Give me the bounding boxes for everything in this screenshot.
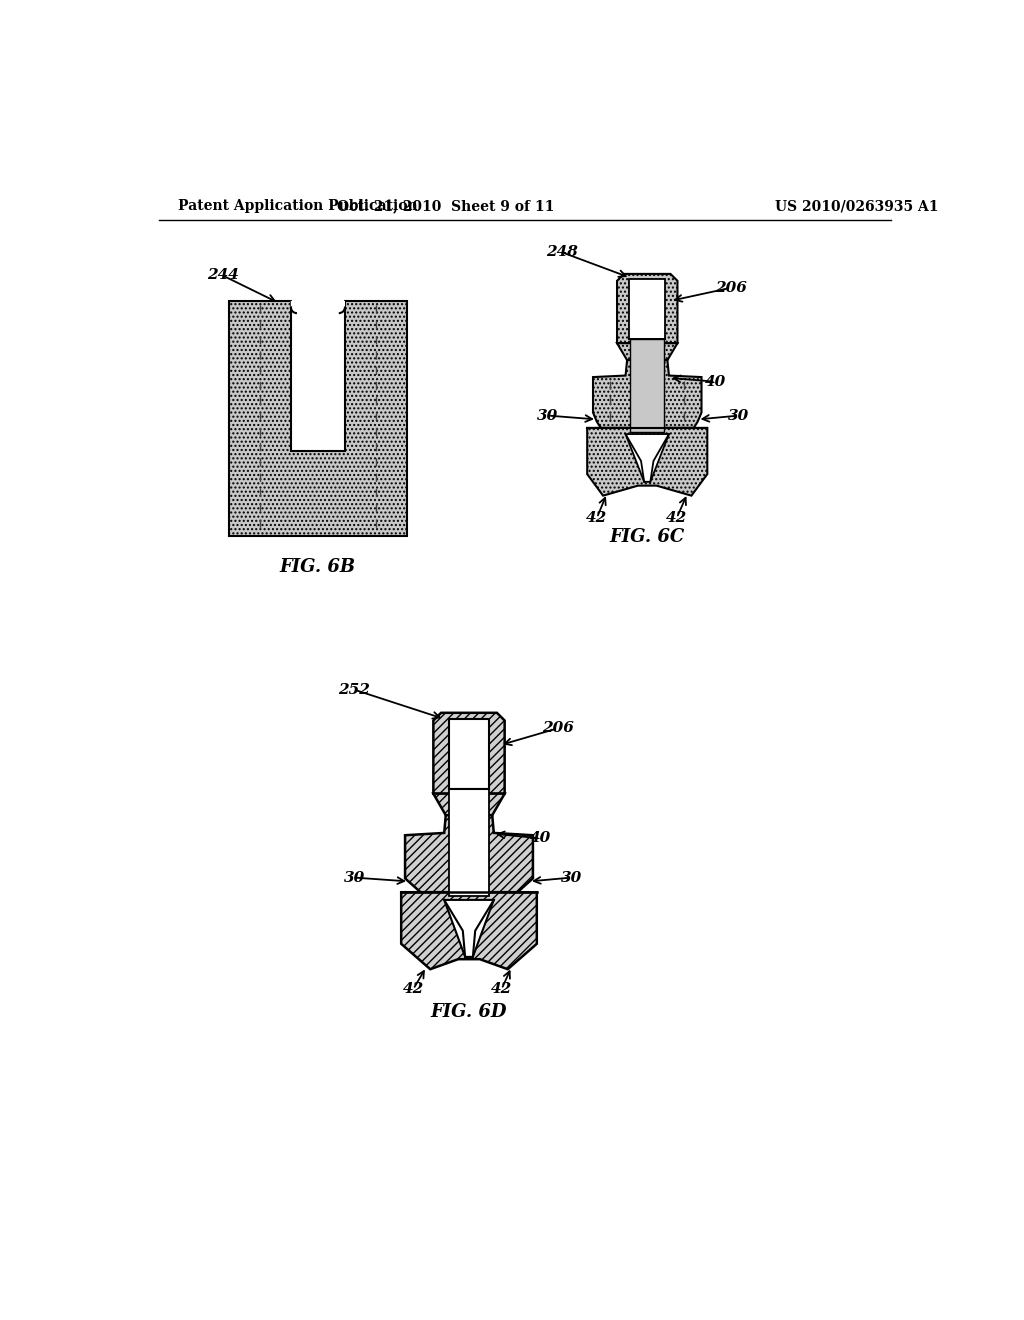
Bar xyxy=(630,339,665,432)
Polygon shape xyxy=(401,892,537,969)
Polygon shape xyxy=(339,301,345,308)
Text: Patent Application Publication: Patent Application Publication xyxy=(178,199,418,213)
Bar xyxy=(630,280,665,339)
Polygon shape xyxy=(406,816,532,892)
Text: FIG. 6D: FIG. 6D xyxy=(431,1003,507,1022)
Text: 206: 206 xyxy=(715,281,746,294)
Text: 30: 30 xyxy=(561,871,582,884)
Text: 248: 248 xyxy=(546,246,578,259)
Polygon shape xyxy=(291,301,297,308)
Polygon shape xyxy=(587,428,708,496)
Text: 30: 30 xyxy=(538,409,559,422)
Bar xyxy=(449,789,489,896)
Text: Oct. 21, 2010  Sheet 9 of 11: Oct. 21, 2010 Sheet 9 of 11 xyxy=(337,199,554,213)
Text: 40: 40 xyxy=(705,375,726,388)
Text: 42: 42 xyxy=(402,982,424,997)
Polygon shape xyxy=(228,301,407,536)
Text: 42: 42 xyxy=(490,982,512,997)
Text: 252: 252 xyxy=(338,682,371,697)
Text: 244: 244 xyxy=(207,268,239,282)
Text: 30: 30 xyxy=(344,871,365,884)
Text: 30: 30 xyxy=(728,409,750,422)
Text: 42: 42 xyxy=(587,511,607,525)
Polygon shape xyxy=(433,713,505,793)
Bar xyxy=(449,719,489,789)
Polygon shape xyxy=(593,360,701,428)
Text: 206: 206 xyxy=(542,721,574,735)
Polygon shape xyxy=(444,900,494,957)
Text: 42: 42 xyxy=(666,511,687,525)
Text: US 2010/0263935 A1: US 2010/0263935 A1 xyxy=(775,199,939,213)
Polygon shape xyxy=(617,275,678,343)
Text: FIG. 6C: FIG. 6C xyxy=(609,528,685,546)
Text: FIG. 6B: FIG. 6B xyxy=(280,557,356,576)
Polygon shape xyxy=(626,434,669,482)
Text: 40: 40 xyxy=(529,832,551,845)
Polygon shape xyxy=(617,343,678,360)
Polygon shape xyxy=(433,793,505,816)
